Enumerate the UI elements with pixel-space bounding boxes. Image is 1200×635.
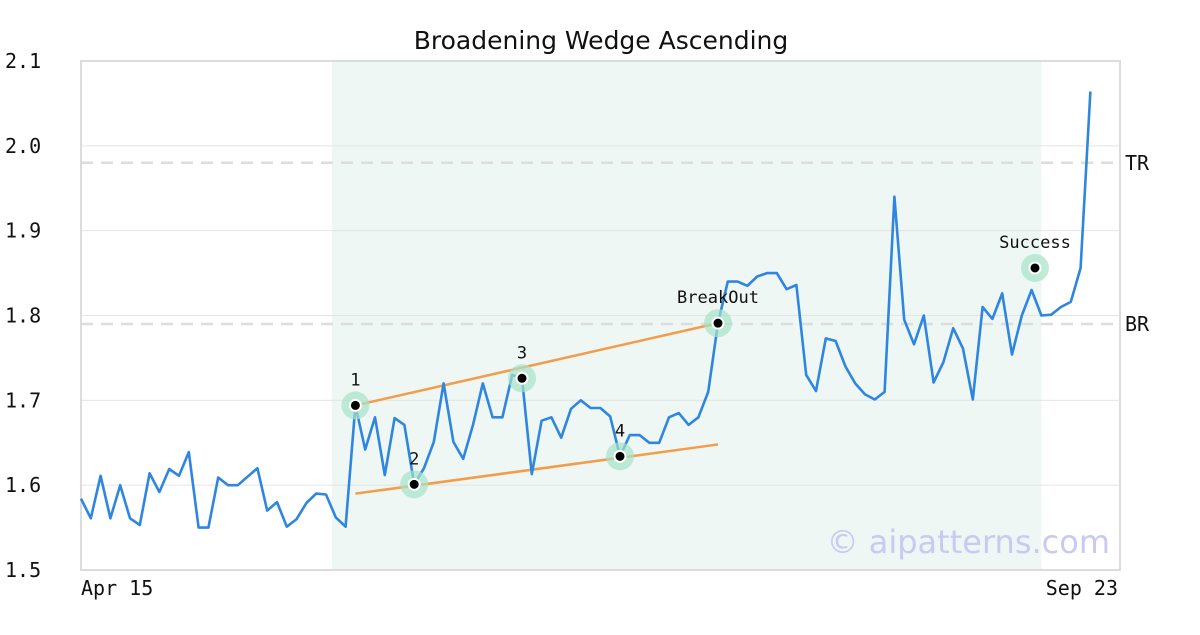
point-marker bbox=[1028, 261, 1042, 275]
y-tick-label: 1.5 bbox=[5, 558, 41, 582]
y-tick-label: 1.7 bbox=[5, 388, 41, 412]
point-label: 4 bbox=[615, 421, 625, 441]
level-label: TR bbox=[1125, 151, 1150, 175]
chart-title: Broadening Wedge Ascending bbox=[414, 26, 789, 55]
point-marker bbox=[515, 371, 529, 385]
y-tick-label: 2.0 bbox=[5, 134, 41, 158]
y-tick-label: 1.9 bbox=[5, 219, 41, 243]
point-label: Success bbox=[999, 233, 1071, 253]
watermark: © aipatterns.com bbox=[827, 523, 1110, 561]
y-tick-label: 1.8 bbox=[5, 304, 41, 328]
point-label: 2 bbox=[409, 449, 419, 469]
point-marker bbox=[613, 449, 627, 463]
point-marker bbox=[407, 477, 421, 491]
level-label: BR bbox=[1125, 312, 1150, 336]
y-tick-label: 1.6 bbox=[5, 473, 41, 497]
x-tick-label: Sep 23 bbox=[1046, 576, 1118, 600]
point-label: BreakOut bbox=[677, 288, 759, 308]
point-marker bbox=[348, 398, 362, 412]
point-marker bbox=[711, 316, 725, 330]
price-line bbox=[79, 91, 1092, 529]
point-label: 1 bbox=[350, 370, 360, 390]
x-tick-label: Apr 15 bbox=[81, 576, 153, 600]
y-tick-label: 2.1 bbox=[5, 49, 41, 73]
plot-frame bbox=[80, 60, 1121, 571]
trendline bbox=[355, 321, 719, 407]
point-label: 3 bbox=[517, 343, 527, 363]
